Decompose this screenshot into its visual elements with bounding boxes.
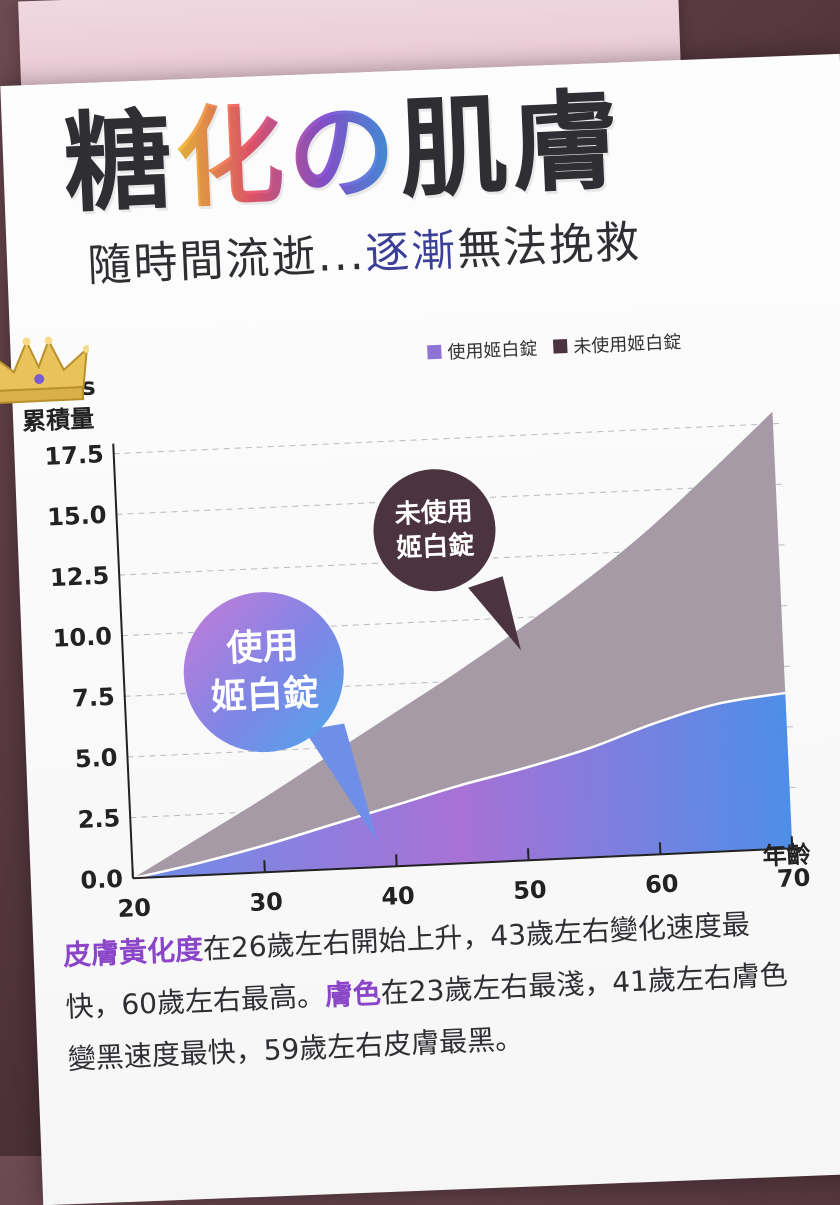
legend-swatch-untreated [552, 339, 568, 354]
x-tick-label-2: 40 [381, 882, 416, 911]
subline-tail: 無法挽救 [456, 216, 643, 276]
x-tick-mark-4 [658, 842, 662, 855]
x-tick-label-5: 70 [776, 864, 811, 893]
body-em-skin-tone: 膚色 [324, 976, 382, 1013]
y-tick-label-6: 2.5 [77, 804, 121, 834]
subline-accent: 逐漸 [364, 224, 459, 280]
legend-label-untreated: 未使用姬白錠 [572, 331, 682, 358]
y-tick-label-5: 5.0 [74, 743, 118, 773]
y-tick-label-7: 0.0 [80, 865, 124, 895]
headline: 糖化の肌膚 [60, 54, 626, 234]
x-axis-label: 年齡 [762, 841, 811, 871]
x-tick-label-3: 50 [513, 876, 548, 905]
headline-part1: 糖 [61, 98, 179, 228]
chart: 17.5 15.0 12.5 10.0 7.5 5.0 2.5 0.0 20 30 40 50 60 70… [0, 301, 840, 958]
x-tick-mark-5 [790, 836, 794, 849]
bubble-treated-tail [304, 723, 378, 843]
y-tick-label-4: 7.5 [72, 683, 116, 713]
ticks: 17.5 15.0 12.5 10.0 7.5 5.0 2.5 0.020 30 40 50 60 70 [44, 440, 811, 923]
y-axis-label-line2: 累積量 [22, 405, 95, 436]
legend-item-treated: 使用姬白錠 [427, 334, 538, 365]
y-tick-label-3: 10.0 [52, 622, 112, 653]
bubble-untreated-text: 未使用 姬白錠 [394, 496, 475, 564]
line-treated [132, 691, 786, 880]
chart-svg: 17.5 15.0 12.5 10.0 7.5 5.0 2.5 0.020 30 40 50 60 70… [22, 372, 812, 923]
legend-swatch-treated [427, 344, 442, 360]
legend-label-treated: 使用姬白錠 [446, 338, 538, 364]
y-axis [112, 443, 134, 879]
subline-lead: 隨時間流逝... [86, 228, 367, 292]
headline-part2: 肌膚 [396, 78, 627, 214]
x-tick-label-0: 20 [117, 894, 152, 923]
crown-icon [0, 336, 91, 404]
y-tick-label-2: 12.5 [49, 561, 109, 592]
bubble-untreated-tail [468, 576, 522, 651]
x-tick-label-1: 30 [249, 888, 284, 917]
body-em-yellowing: 皮膚黃化度 [62, 932, 204, 972]
grid-line-y-0 [113, 422, 784, 455]
y-tick-label-1: 15.0 [47, 501, 107, 532]
y-tick-label-0: 17.5 [44, 440, 104, 471]
headline-highlight: 化の [172, 88, 403, 223]
x-tick-mark-0 [131, 866, 134, 879]
x-axis [132, 846, 803, 880]
x-tick-mark-2 [395, 854, 398, 867]
x-tick-label-4: 60 [644, 870, 679, 899]
bubble-treated-text: 使用 姬白錠 [209, 625, 320, 719]
x-tick-mark-3 [527, 848, 530, 861]
x-tick-mark-1 [263, 860, 266, 873]
